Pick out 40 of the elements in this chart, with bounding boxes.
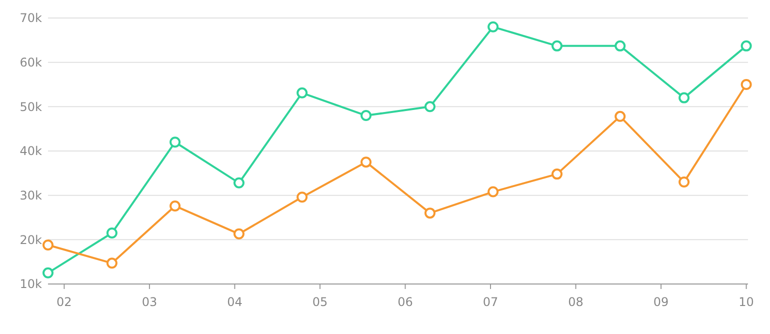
x-tick-label: 07 <box>482 295 498 309</box>
x-tick-label: 10 <box>738 295 754 309</box>
point <box>296 192 308 203</box>
point <box>42 267 54 278</box>
y-tick-label: 50k <box>20 100 42 114</box>
point <box>233 228 244 240</box>
point <box>233 177 244 188</box>
point <box>614 110 626 122</box>
x-tick-label: 09 <box>653 295 669 309</box>
point <box>360 110 372 122</box>
point <box>106 228 118 239</box>
y-tick-label: 60k <box>20 56 42 70</box>
y-tick-label: 70k <box>20 11 42 26</box>
y-tick-label: 10k <box>20 277 42 292</box>
point <box>678 92 690 104</box>
point <box>740 79 752 90</box>
x-tick-label: 04 <box>227 295 242 309</box>
point <box>170 200 181 212</box>
point <box>170 136 181 148</box>
point <box>106 258 118 269</box>
y-tick-label: 20k <box>20 232 42 247</box>
point <box>360 156 372 168</box>
y-tick-label: 40k <box>20 144 42 158</box>
x-tick-label: 06 <box>398 295 413 309</box>
point <box>488 21 499 32</box>
y-tick-label: 30k <box>20 188 42 203</box>
point <box>614 40 626 52</box>
point <box>740 40 752 52</box>
point <box>488 186 499 198</box>
x-tick-label: 02 <box>56 295 72 309</box>
point <box>424 208 436 219</box>
point <box>296 87 308 98</box>
point <box>42 239 54 250</box>
x-tick-label: 08 <box>568 295 584 309</box>
x-tick-label: 05 <box>312 295 328 309</box>
point <box>552 40 563 52</box>
point <box>678 176 690 188</box>
point <box>424 101 436 112</box>
point <box>552 168 563 180</box>
x-tick-label: 03 <box>142 295 158 309</box>
